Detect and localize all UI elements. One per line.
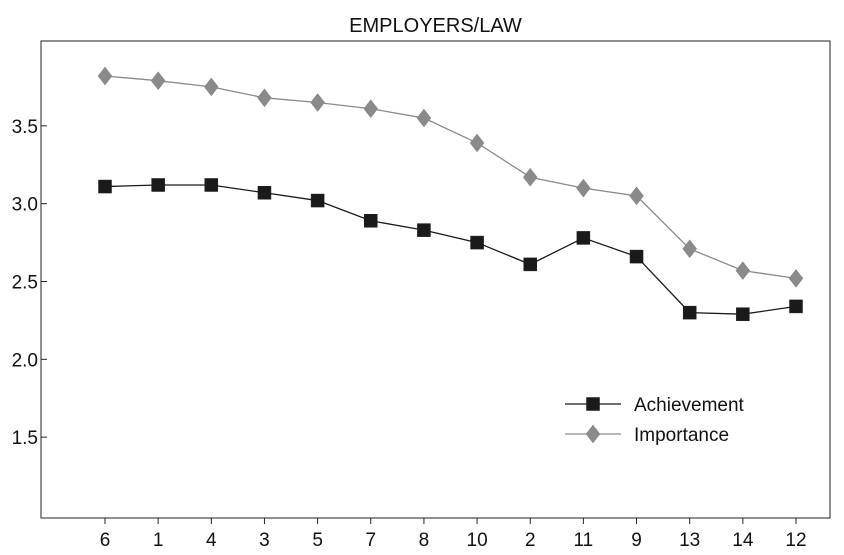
y-tick-label: 3.0 — [12, 195, 38, 216]
data-point-achievement — [682, 305, 697, 320]
legend-label-achievement: Achievement — [634, 395, 745, 416]
x-tick-label: 6 — [100, 530, 111, 551]
x-tick-label: 5 — [312, 530, 323, 551]
data-point-importance — [97, 66, 113, 86]
legend: Achievement Importance — [565, 395, 745, 446]
data-point-achievement — [789, 299, 803, 314]
data-point-achievement — [310, 193, 325, 208]
x-tick-label: 9 — [631, 530, 642, 551]
x-tick-label: 14 — [732, 530, 754, 551]
data-point-achievement — [257, 186, 272, 200]
x-tick-label: 4 — [206, 530, 217, 551]
data-point-achievement — [736, 307, 750, 321]
data-point-importance — [469, 133, 485, 153]
x-tick-label: 1 — [153, 530, 164, 551]
data-point-importance — [416, 108, 432, 128]
data-point-importance — [576, 178, 591, 198]
data-point-importance — [257, 88, 272, 108]
data-point-importance — [150, 71, 166, 91]
data-point-achievement — [364, 214, 378, 228]
x-tick-label: 7 — [365, 530, 376, 551]
data-point-importance — [310, 93, 325, 112]
x-tick-label: 10 — [467, 530, 488, 551]
series-layer — [97, 66, 804, 321]
x-tick-label: 11 — [574, 530, 594, 551]
y-tick-label: 2.0 — [12, 350, 38, 371]
y-tick-label: 2.5 — [12, 273, 38, 294]
data-point-importance — [363, 99, 379, 119]
data-point-achievement — [629, 249, 644, 264]
y-tick-label: 3.5 — [12, 117, 38, 138]
plot-area — [40, 40, 831, 519]
legend-marker-achievement — [586, 397, 600, 411]
data-point-achievement — [151, 178, 165, 192]
data-point-importance — [682, 239, 698, 259]
x-tick-label: 13 — [679, 530, 700, 551]
x-tick-label: 12 — [785, 530, 806, 551]
data-point-importance — [788, 268, 804, 288]
series-line-achievement — [104, 184, 797, 315]
series-line-importance — [104, 75, 797, 280]
y-axis: 1.5 2.0 2.5 3.0 3.5 — [12, 117, 47, 449]
data-point-importance — [203, 77, 219, 97]
series-importance — [97, 66, 804, 288]
legend-marker-importance — [585, 424, 601, 444]
data-point-achievement — [576, 231, 591, 245]
chart-title: EMPLOYERS/LAW — [349, 15, 522, 37]
data-point-importance — [522, 167, 538, 187]
x-tick-label: 3 — [259, 530, 270, 551]
x-tick-label: 2 — [525, 530, 536, 551]
data-point-importance — [735, 261, 751, 281]
legend-label-importance: Importance — [634, 425, 729, 446]
x-tick-label: 8 — [419, 530, 430, 551]
data-point-achievement — [523, 257, 537, 272]
data-point-achievement — [417, 223, 431, 237]
data-point-importance — [629, 186, 644, 206]
data-point-achievement — [204, 178, 219, 192]
y-tick-label: 1.5 — [12, 428, 38, 449]
data-point-achievement — [470, 235, 484, 250]
x-axis: 6 1 4 3 5 7 8 10 2 11 9 13 14 12 — [100, 518, 807, 551]
series-achievement — [98, 178, 803, 321]
data-point-achievement — [98, 179, 112, 194]
